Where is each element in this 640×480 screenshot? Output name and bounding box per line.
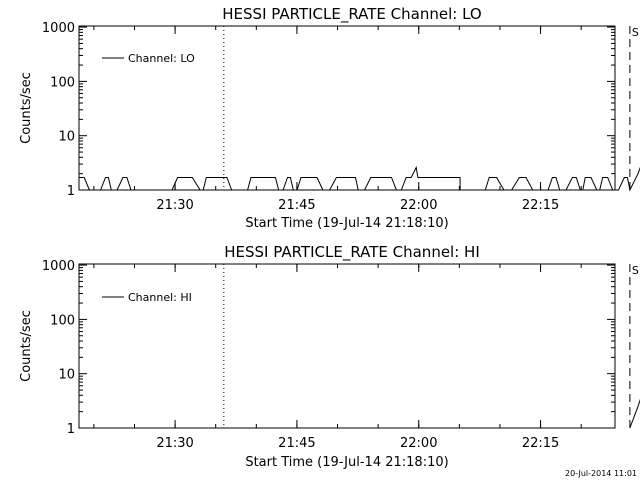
marker-label: S	[632, 264, 639, 277]
y-axis-label: Counts/sec	[19, 72, 34, 144]
y-tick-label: 1	[67, 184, 75, 199]
series-marks: SE	[223, 264, 640, 429]
x-axis-label: Start Time (19-Jul-14 21:18:10)	[245, 216, 448, 231]
series-line	[629, 398, 640, 429]
series-line	[79, 165, 640, 192]
panel-lo: HESSI PARTICLE_RATE Channel: LO 21:30 21:…	[19, 5, 640, 231]
x-tick-label: 21:30	[156, 436, 193, 451]
timestamp: 20-Jul-2014 11:01	[565, 469, 637, 478]
y-tick-label: 1000	[42, 259, 75, 274]
legend-label: Channel: LO	[128, 52, 195, 65]
x-tick-label: 21:45	[278, 198, 315, 213]
plot-frame	[78, 263, 616, 429]
y-axis-label: Counts/sec	[19, 310, 34, 382]
marker-label: S	[632, 26, 639, 39]
y-tick-label: 100	[50, 313, 75, 328]
x-tick-label: 22:00	[400, 436, 437, 451]
x-tick-label: 21:45	[278, 436, 315, 451]
x-tick-label: 22:00	[400, 198, 437, 213]
y-tick-label: 10	[58, 130, 75, 145]
panel-hi: HESSI PARTICLE_RATE Channel: HI 21:30 21:…	[19, 243, 640, 470]
plot-frame	[78, 25, 616, 191]
legend-label: Channel: HI	[128, 291, 192, 304]
y-tick-label: 10	[58, 368, 75, 383]
y-tick-label: 1000	[42, 21, 75, 36]
chart-title: HESSI PARTICLE_RATE Channel: LO	[222, 5, 481, 24]
x-axis-label: Start Time (19-Jul-14 21:18:10)	[245, 455, 448, 470]
chart-title: HESSI PARTICLE_RATE Channel: HI	[224, 243, 480, 262]
series-marks: SE	[79, 26, 640, 192]
x-tick-label: 22:15	[522, 198, 559, 213]
x-tick-label: 22:15	[522, 436, 559, 451]
x-tick-label: 21:30	[156, 198, 193, 213]
y-tick-label: 1	[67, 422, 75, 437]
y-tick-label: 100	[50, 75, 75, 90]
